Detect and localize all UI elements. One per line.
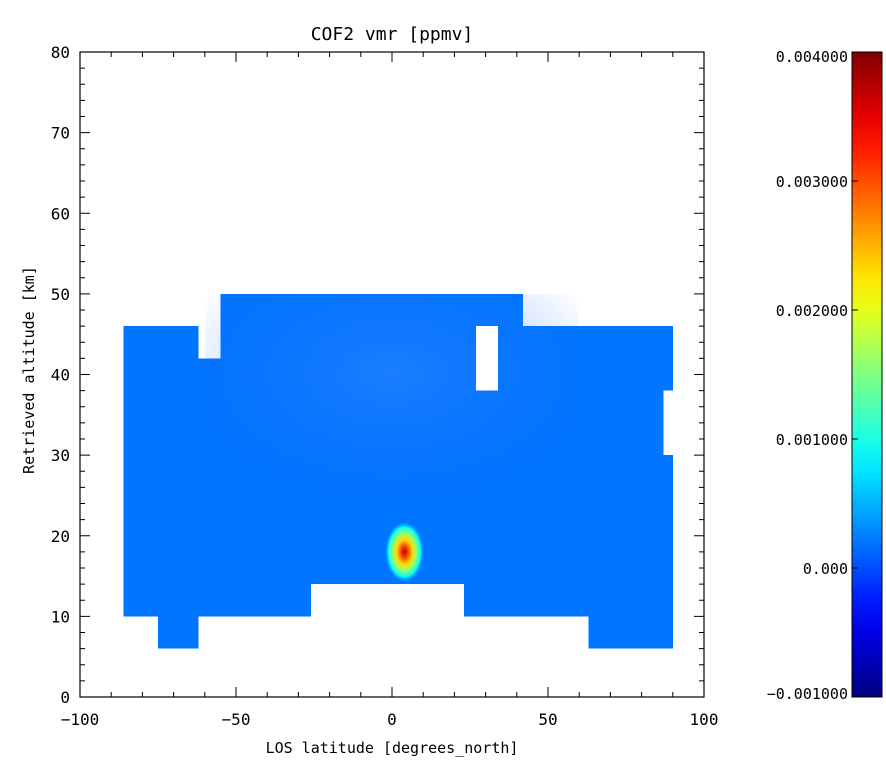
- y-tick-label: 60: [51, 204, 70, 223]
- plot-area: [79, 51, 705, 698]
- colorbar-tick-label: 0.004000: [776, 48, 848, 66]
- colorbar-tick-label: −0.001000: [767, 685, 848, 703]
- x-tick-label: 100: [690, 710, 719, 729]
- x-tick-label: −50: [222, 710, 251, 729]
- data-region-cell: [123, 326, 199, 649]
- y-axis: 0 10 20 30 40 50 60 70 80: [51, 43, 704, 707]
- y-tick-label: 30: [51, 446, 70, 465]
- colorbar-tick-label: 0.002000: [776, 302, 848, 320]
- colorbar-tick-label: 0.003000: [776, 173, 848, 191]
- colorbar-gradient: [851, 51, 883, 698]
- x-tick-label: 50: [538, 710, 557, 729]
- x-axis: −100 −50 0 50 100: [61, 52, 719, 729]
- y-tick-label: 50: [51, 285, 70, 304]
- y-tick-label: 0: [60, 688, 70, 707]
- hotspot-marker: [384, 520, 425, 583]
- colorbar-tick-label: 0.000: [803, 560, 848, 578]
- missing-data-patch: [476, 326, 499, 391]
- y-tick-label: 40: [51, 366, 70, 385]
- data-region-cell: [158, 616, 199, 649]
- y-tick-label: 70: [51, 124, 70, 143]
- missing-data-patch: [663, 390, 676, 456]
- colorbar-tick-label: 0.001000: [776, 431, 848, 449]
- y-tick-label: 80: [51, 43, 70, 62]
- x-axis-title: LOS latitude [degrees_north]: [266, 739, 519, 757]
- field-shading: [204, 293, 580, 520]
- x-tick-label: 0: [387, 710, 397, 729]
- chart-title: COF2 vmr [ppmv]: [311, 24, 474, 45]
- missing-data-patch: [123, 616, 158, 697]
- data-region-cell: [588, 326, 673, 649]
- y-tick-label: 20: [51, 527, 70, 546]
- y-axis-title: Retrieved altitude [km]: [20, 266, 38, 474]
- x-tick-label: −100: [61, 710, 100, 729]
- colorbar: −0.001000 0.000 0.001000 0.002000 0.003000 0.…: [767, 48, 883, 703]
- y-tick-label: 10: [51, 607, 70, 626]
